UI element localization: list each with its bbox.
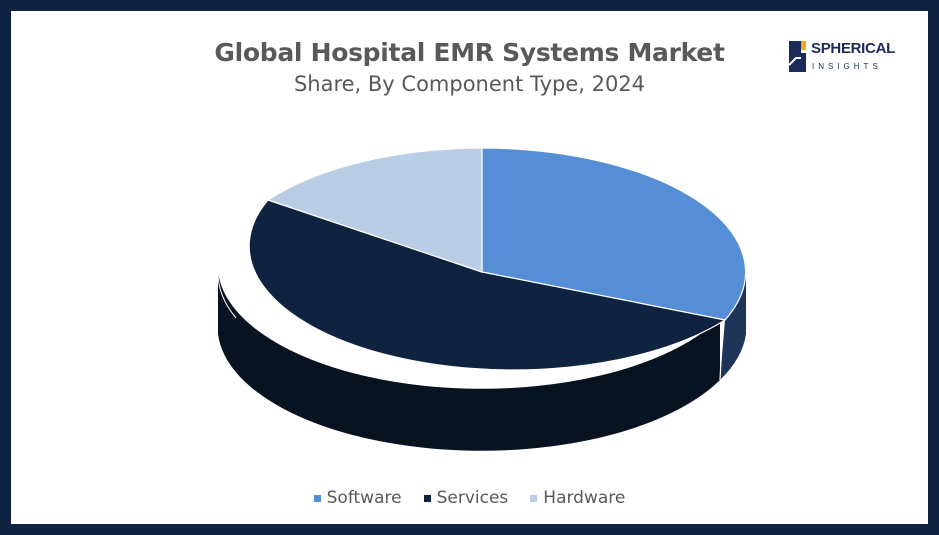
chart-title: Global Hospital EMR Systems Market [214, 38, 725, 67]
pie-side-services [218, 272, 720, 451]
legend-item-software[interactable]: Software [313, 488, 402, 508]
pie-slice-services[interactable] [248, 199, 727, 371]
legend-item-services[interactable]: Services [423, 488, 509, 508]
legend-label-services: Services [436, 488, 509, 508]
logo-mark-icon [789, 41, 806, 72]
pie-top [248, 147, 747, 371]
legend-swatch-services [423, 494, 431, 502]
legend-label-hardware: Hardware [543, 488, 626, 508]
logo-text-spherical: SPHERICAL [811, 40, 895, 57]
legend-item-hardware[interactable]: Hardware [530, 488, 625, 508]
logo-text-insights: INSIGHTS [812, 62, 882, 71]
legend-swatch-hardware [530, 494, 538, 502]
legend-swatch-software [313, 494, 321, 502]
chart-legend: Software Services Hardware [0, 488, 939, 508]
chart-subtitle: Share, By Component Type, 2024 [293, 72, 646, 96]
spherical-insights-logo: SPHERICAL INSIGHTS [789, 40, 895, 75]
legend-label-software: Software [326, 488, 402, 508]
pie-slice-hardware[interactable] [266, 147, 483, 273]
pie-slice-software[interactable] [481, 147, 747, 321]
